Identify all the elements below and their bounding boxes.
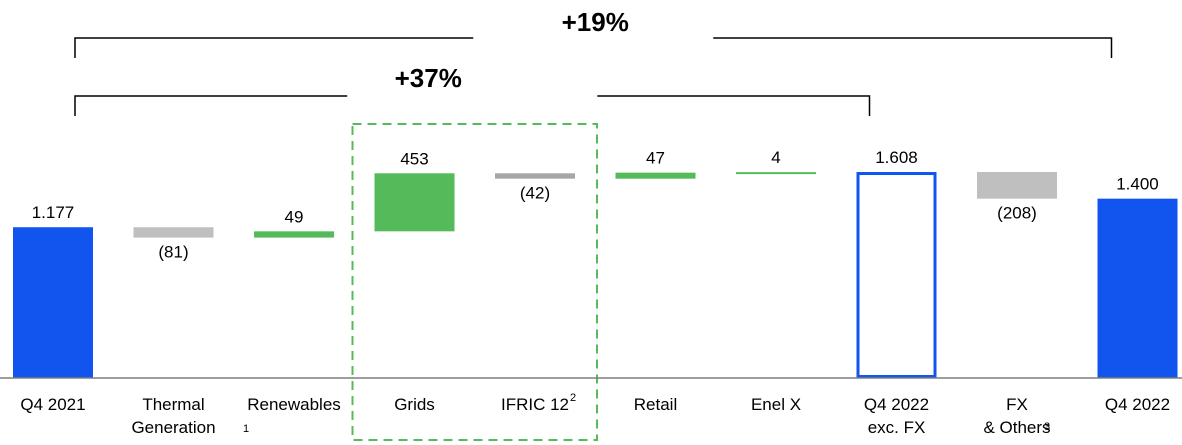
value-label-6: 4 xyxy=(771,148,780,167)
category-label-line2-1: Generation xyxy=(131,418,215,437)
category-label-0: Q4 2021 xyxy=(20,395,85,414)
value-label-9: 1.400 xyxy=(1116,175,1159,194)
value-labels: 1.177 (81) 49 453 (42) 47 4 1.608 (208) 1.400 xyxy=(32,148,1159,262)
waterfall-bars xyxy=(13,172,1178,378)
value-label-2: 49 xyxy=(285,207,304,226)
bar-1 xyxy=(133,227,214,238)
bar-9 xyxy=(1097,198,1178,378)
category-label-9: Q4 2022 xyxy=(1105,395,1170,414)
value-label-3: 453 xyxy=(400,149,428,168)
category-label-4: IFRIC 12 xyxy=(501,395,569,414)
category-labels: Q4 2021 Thermal Generation Renewables 1 Grids… xyxy=(20,392,1170,437)
value-label-4: (42) xyxy=(520,184,550,203)
bar-0 xyxy=(13,227,93,378)
category-label-6: Enel X xyxy=(751,395,801,414)
bar-8 xyxy=(977,172,1057,199)
category-label-3: Grids xyxy=(394,395,435,414)
bar-3 xyxy=(374,173,455,232)
category-label-line2-7: exc. FX xyxy=(868,418,926,437)
footnote-marker-4: 2 xyxy=(570,392,576,404)
bar-4 xyxy=(495,173,575,179)
category-label-1: Thermal xyxy=(142,395,204,414)
bracket-line-1 xyxy=(74,95,871,116)
footnote-marker-8: 3 xyxy=(1044,421,1050,433)
category-label-5: Retail xyxy=(634,395,677,414)
value-label-0: 1.177 xyxy=(32,203,75,222)
bracket-label-1: +37% xyxy=(395,63,462,93)
category-label-8: FX xyxy=(1006,395,1028,414)
bracket-line-0 xyxy=(74,37,1113,58)
category-label-2: Renewables xyxy=(247,395,341,414)
grids-highlight-box xyxy=(351,123,598,441)
bar-5 xyxy=(615,172,696,179)
value-label-7: 1.608 xyxy=(875,148,918,167)
category-label-7: Q4 2022 xyxy=(864,395,929,414)
category-label-line2-8: & Others xyxy=(983,418,1050,437)
value-label-1: (81) xyxy=(158,243,188,262)
growth-brackets: +19% +37% xyxy=(74,7,1113,116)
value-label-5: 47 xyxy=(646,149,665,168)
bar-7 xyxy=(856,172,937,378)
bar-6 xyxy=(736,172,816,175)
value-label-8: (208) xyxy=(997,204,1037,223)
bar-2 xyxy=(254,231,334,238)
bracket-label-0: +19% xyxy=(562,7,629,37)
footnote-marker-2: 1 xyxy=(243,423,249,435)
